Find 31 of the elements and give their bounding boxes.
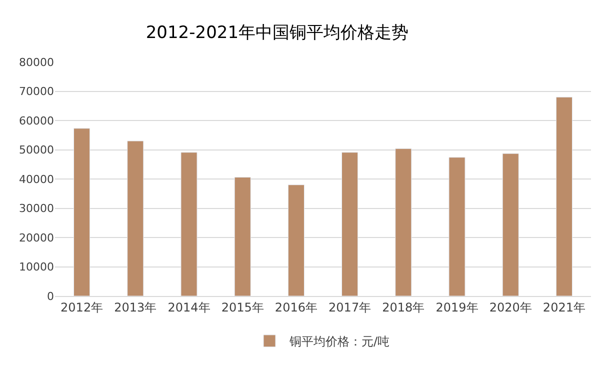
y-tick-label: 40000 — [19, 172, 54, 186]
bar — [127, 140, 144, 296]
x-tick-label: 2017年 — [328, 300, 372, 314]
bar — [395, 148, 412, 296]
bar — [502, 153, 519, 296]
bar — [556, 96, 572, 296]
y-tick-label: 50000 — [19, 144, 54, 157]
x-tick-label: 2020年 — [489, 300, 532, 314]
y-tick-label: 30000 — [19, 202, 54, 216]
x-tick-label: 2019年 — [436, 300, 478, 314]
bar — [180, 152, 198, 296]
legend-label: 铜平均价格：元/吨 — [288, 334, 390, 349]
x-tick-label: 2014年 — [168, 300, 210, 314]
x-tick-label: 2016年 — [274, 300, 318, 314]
y-tick-label: 80000 — [19, 56, 54, 69]
y-tick-label: 0 — [47, 290, 54, 303]
y-tick-label: 60000 — [19, 114, 54, 128]
bar — [342, 152, 358, 296]
bar — [74, 128, 90, 296]
x-tick-label: 2021年 — [542, 300, 586, 314]
x-tick-label: 2018年 — [382, 300, 425, 314]
y-tick-label: 70000 — [19, 85, 54, 98]
x-tick-label: 2013年 — [114, 300, 157, 314]
bar — [448, 157, 466, 296]
chart-title: 2012-2021年中国铜平均价格走势 — [146, 23, 409, 44]
y-tick-label: 10000 — [19, 260, 54, 274]
x-tick-label: 2012年 — [60, 300, 104, 314]
x-tick-label: 2015年 — [221, 300, 264, 314]
bar — [234, 176, 251, 296]
y-tick-label: 20000 — [19, 231, 54, 244]
bar — [288, 184, 304, 296]
